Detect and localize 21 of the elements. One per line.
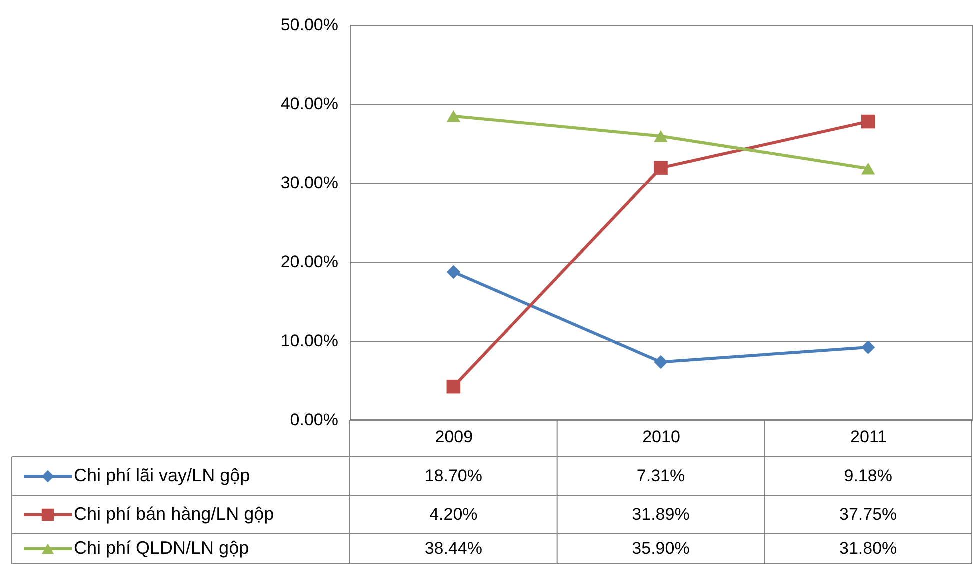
data-label: 37.75% [839,505,898,524]
x-tick-label: 2009 [435,428,474,446]
y-tick-label: 40.00% [280,94,338,114]
data-label: 31.89% [632,505,690,524]
legend-label: Chi phí bán hàng/LN gộp [74,504,274,524]
legend-label: Chi phí lãi vay/LN gộp [74,466,250,486]
y-tick-label: 50.00% [280,16,338,34]
y-tick-label: 0.00% [290,410,338,430]
data-label: 35.90% [632,539,690,558]
x-tick-label: 2011 [850,428,888,446]
data-label: 7.31% [636,466,686,486]
y-tick-label: 10.00% [280,332,338,350]
data-label: 4.20% [430,505,478,524]
data-label: 18.70% [424,466,483,486]
data-label: 31.80% [839,539,898,558]
data-label: 9.18% [844,466,892,486]
x-tick-label: 2010 [642,428,680,446]
y-tick-label: 20.00% [280,252,338,272]
legend-label: Chi phí QLDN/LN gộp [74,538,250,558]
data-label: 38.44% [424,539,483,558]
y-tick-label: 30.00% [280,174,338,192]
